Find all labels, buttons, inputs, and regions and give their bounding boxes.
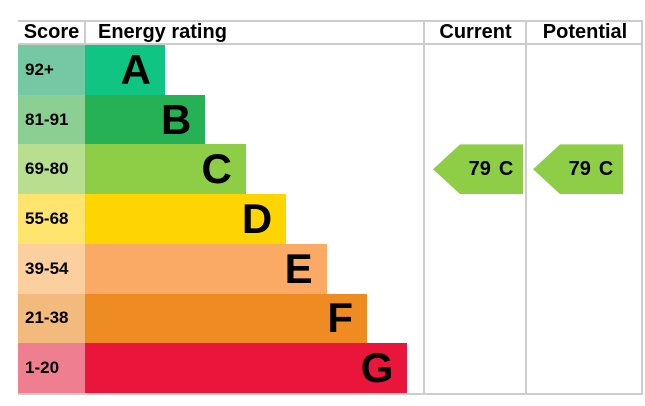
rating-bar-g: G	[85, 343, 408, 393]
table-bottom-border	[18, 393, 643, 395]
rating-bar-c: C	[85, 144, 246, 195]
band-row-e: 39-54 E	[18, 243, 645, 294]
potential-column-left-border	[525, 20, 527, 395]
potential-column-header: Potential	[542, 21, 628, 43]
rating-bar-b: B	[85, 94, 206, 145]
score-column-divider	[84, 20, 86, 45]
rating-bands: 92+ A 81-91 B 69-80 C 55-68 D 39-54 E 21-38 F 1-20 G	[18, 45, 645, 393]
score-range-c: 69-80	[18, 144, 85, 195]
band-row-d: 55-68 D	[18, 194, 645, 244]
table-right-border	[641, 20, 643, 395]
grade-letter-a: A	[120, 45, 151, 93]
score-range-a: 92+	[18, 45, 85, 95]
rating-bar-e: E	[85, 243, 327, 294]
header-bottom-border	[18, 43, 643, 45]
energy-rating-column-header: Energy rating	[98, 21, 227, 43]
score-column-header: Score	[23, 21, 80, 43]
rating-bar-f: F	[85, 293, 367, 344]
header-row: Score Energy rating Current Potential	[18, 20, 643, 44]
band-row-b: 81-91 B	[18, 94, 645, 145]
band-row-a: 92+ A	[18, 45, 645, 95]
band-row-f: 21-38 F	[18, 293, 645, 344]
potential-rating-arrow: 79 C	[533, 144, 623, 195]
current-column-left-border	[423, 20, 425, 395]
rating-bar-d: D	[85, 194, 287, 244]
potential-grade-value: C	[598, 157, 614, 180]
grade-letter-f: F	[327, 294, 353, 342]
grade-letter-b: B	[161, 95, 192, 143]
score-range-f: 21-38	[18, 293, 85, 344]
score-range-b: 81-91	[18, 94, 85, 145]
grade-letter-d: D	[241, 194, 273, 242]
table-top-border	[18, 20, 643, 22]
grade-letter-c: C	[201, 145, 232, 193]
grade-letter-g: G	[360, 344, 394, 392]
potential-score-value: 79	[568, 157, 591, 180]
score-range-d: 55-68	[18, 194, 85, 244]
score-range-g: 1-20	[18, 343, 85, 393]
current-score-value: 79	[468, 157, 491, 180]
current-grade-value: C	[498, 157, 514, 180]
band-row-c: 69-80 C	[18, 144, 645, 195]
rating-bar-a: A	[85, 45, 165, 95]
band-row-g: 1-20 G	[18, 343, 645, 393]
score-range-e: 39-54	[18, 243, 85, 294]
grade-letter-e: E	[284, 244, 313, 292]
current-column-header: Current	[439, 21, 512, 43]
